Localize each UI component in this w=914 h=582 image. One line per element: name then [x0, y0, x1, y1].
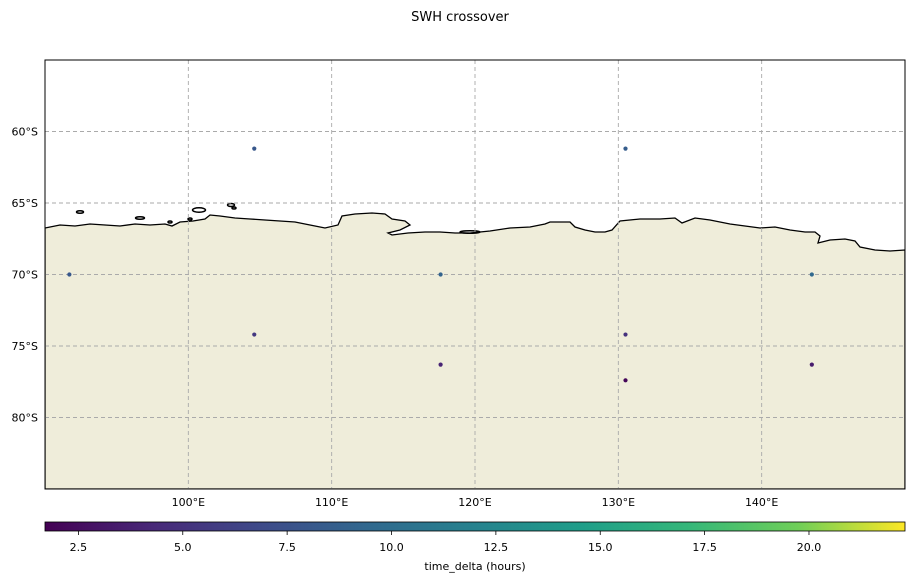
latitude-tick-labels: 60°S 65°S 70°S 75°S 80°S [12, 126, 38, 425]
crossover-point [623, 146, 628, 151]
colorbar-tick-label: 12.5 [484, 541, 509, 554]
island [167, 220, 173, 224]
colorbar-ticks: 2.5 5.0 7.5 10.0 12.5 15.0 17.5 20.0 [70, 531, 822, 554]
crossover-point [623, 332, 628, 337]
islands [75, 202, 481, 235]
map-panel [44, 59, 906, 490]
colorbar-tick-label: 20.0 [797, 541, 822, 554]
colorbar-tick-label: 15.0 [588, 541, 613, 554]
island [231, 206, 237, 210]
crossover-point [67, 272, 72, 277]
island [187, 217, 193, 221]
island [459, 229, 481, 235]
crossover-point [252, 332, 257, 337]
crossover-point [809, 362, 814, 367]
lon-tick-label: 120°E [458, 496, 491, 509]
lat-tick-label: 60°S [12, 126, 38, 139]
colorbar-tick-label: 5.0 [174, 541, 192, 554]
chart-title: SWH crossover [411, 10, 509, 25]
island [75, 210, 85, 214]
crossover-point [438, 362, 443, 367]
lon-tick-label: 100°E [172, 496, 205, 509]
crossover-point [809, 272, 814, 277]
gridlines [45, 60, 905, 489]
colorbar-tick-label: 17.5 [692, 541, 717, 554]
crossover-point [252, 146, 257, 151]
lat-tick-label: 65°S [12, 197, 38, 210]
map-frame [44, 59, 906, 490]
longitude-tick-labels: 100°E 110°E 120°E 130°E 140°E [172, 496, 779, 509]
island [226, 202, 236, 208]
island [191, 207, 207, 213]
lat-tick-label: 80°S [12, 412, 38, 425]
lat-tick-label: 70°S [12, 269, 38, 282]
lon-tick-label: 110°E [315, 496, 348, 509]
colorbar-tick-label: 2.5 [70, 541, 88, 554]
island [134, 216, 146, 220]
colorbar-tick-label: 10.0 [379, 541, 404, 554]
lon-tick-label: 130°E [602, 496, 635, 509]
colorbar: 2.5 5.0 7.5 10.0 12.5 15.0 17.5 20.0 tim… [44, 521, 906, 573]
crossover-points [67, 146, 814, 383]
crossover-point [438, 272, 443, 277]
lat-tick-label: 75°S [12, 340, 38, 353]
lon-tick-label: 140°E [745, 496, 778, 509]
colorbar-tick-label: 7.5 [278, 541, 296, 554]
crossover-point [623, 378, 628, 383]
colorbar-gradient [44, 521, 906, 532]
colorbar-label: time_delta (hours) [424, 560, 525, 573]
